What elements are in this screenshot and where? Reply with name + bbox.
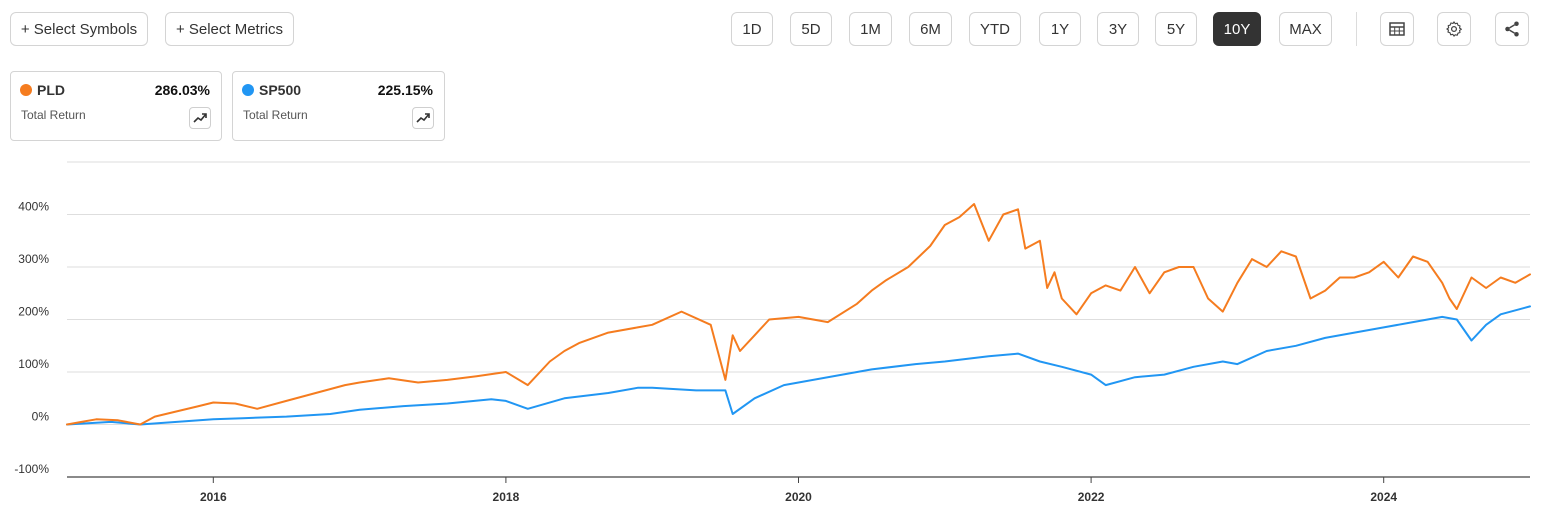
x-tick-label: 2024 [1370,490,1397,504]
y-axis-ticks: 400% 300% 200% 100% 0% -100% [14,200,49,477]
range-5y-button[interactable]: 5Y [1155,12,1197,46]
range-3y-button[interactable]: 3Y [1097,12,1139,46]
legend-symbol: PLD [37,82,65,98]
settings-button[interactable] [1437,12,1471,46]
range-10y-button[interactable]: 10Y [1213,12,1261,46]
legend-return-value: 286.03% [154,82,210,98]
trending-up-icon [416,113,430,123]
share-button[interactable] [1495,12,1529,46]
x-tick-label: 2018 [493,490,520,504]
toolbar-divider [1356,12,1357,46]
x-axis-ticks: 2016 2018 2020 2022 2024 [200,477,1397,504]
share-icon [1505,21,1519,37]
range-1d-button[interactable]: 1D [731,12,773,46]
chart-series [66,203,1531,426]
y-tick-label: 200% [18,305,49,319]
trend-chart-button[interactable] [189,107,211,129]
legend-metric-label: Total Return [243,108,308,122]
pld-color-dot [20,84,32,96]
table-icon [1389,22,1405,36]
total-return-chart[interactable]: 400% 300% 200% 100% 0% -100% 2016 2018 2020 2022… [0,150,1545,527]
gear-icon [1446,21,1462,37]
legend-symbol: SP500 [259,82,302,98]
range-1m-button[interactable]: 1M [849,12,892,46]
legend-card-sp500[interactable]: SP500 225.15% Total Return [232,71,445,141]
series-line-pld [66,203,1531,426]
trending-up-icon [193,113,207,123]
x-tick-label: 2022 [1078,490,1105,504]
x-tick-label: 2016 [200,490,227,504]
table-view-button[interactable] [1380,12,1414,46]
select-metrics-button[interactable]: + Select Metrics [165,12,294,46]
select-symbols-button[interactable]: + Select Symbols [10,12,148,46]
y-tick-label: 0% [32,410,50,424]
legend-card-pld[interactable]: PLD 286.03% Total Return [10,71,222,141]
x-tick-label: 2020 [785,490,812,504]
y-tick-label: 400% [18,200,49,214]
y-tick-label: 300% [18,252,49,266]
sp500-color-dot [242,84,254,96]
range-5d-button[interactable]: 5D [790,12,832,46]
y-tick-label: -100% [14,462,49,476]
chart-grid [67,161,1530,478]
series-line-sp500 [66,305,1531,426]
trend-chart-button[interactable] [412,107,434,129]
range-1y-button[interactable]: 1Y [1039,12,1081,46]
legend-return-value: 225.15% [377,82,433,98]
range-ytd-button[interactable]: YTD [969,12,1021,46]
legend-metric-label: Total Return [21,108,86,122]
range-max-button[interactable]: MAX [1279,12,1332,46]
y-tick-label: 100% [18,357,49,371]
range-6m-button[interactable]: 6M [909,12,952,46]
